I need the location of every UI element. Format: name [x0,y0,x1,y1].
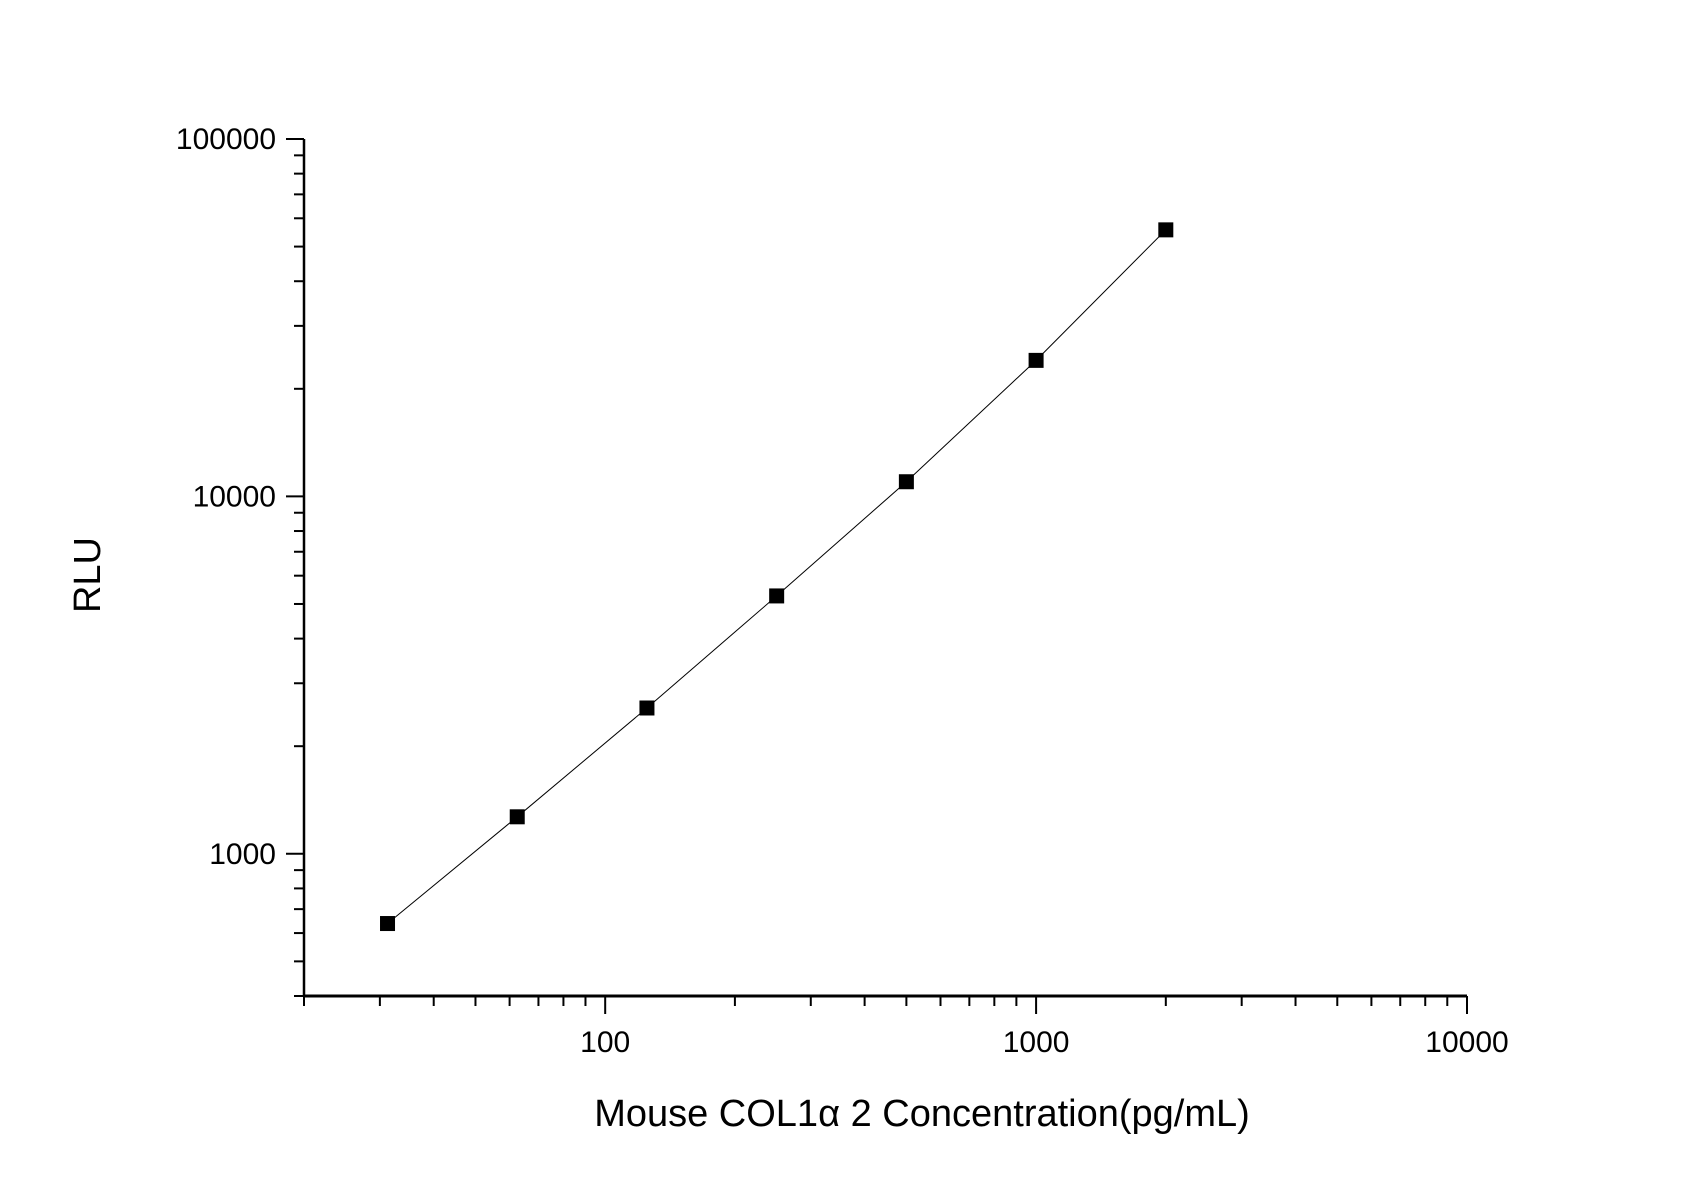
x-tick-labels: 100 1000 10000 [580,1026,1509,1059]
y-tick-labels: 1000 10000 100000 [176,123,276,871]
y-tick-label: 100000 [176,123,276,156]
series-line [387,229,1167,924]
data-point [1028,352,1044,368]
x-tick-label: 100 [580,1026,630,1059]
series [380,222,1174,932]
data-point [509,809,525,825]
data-point [769,588,785,604]
x-tick-label: 1000 [1003,1026,1070,1059]
y-tick-label: 10000 [193,480,276,513]
data-point [380,916,396,932]
x-tick-label: 10000 [1425,1026,1508,1059]
y-tick-label: 1000 [209,838,276,871]
data-point [1158,222,1174,238]
x-axis-title: Mouse COL1α 2 Concentration(pg/mL) [594,1093,1250,1135]
data-point [898,474,914,490]
y-axis-title: RLU [67,537,109,613]
ticks [286,138,1468,1014]
axes [302,139,1467,998]
data-point [639,700,655,716]
